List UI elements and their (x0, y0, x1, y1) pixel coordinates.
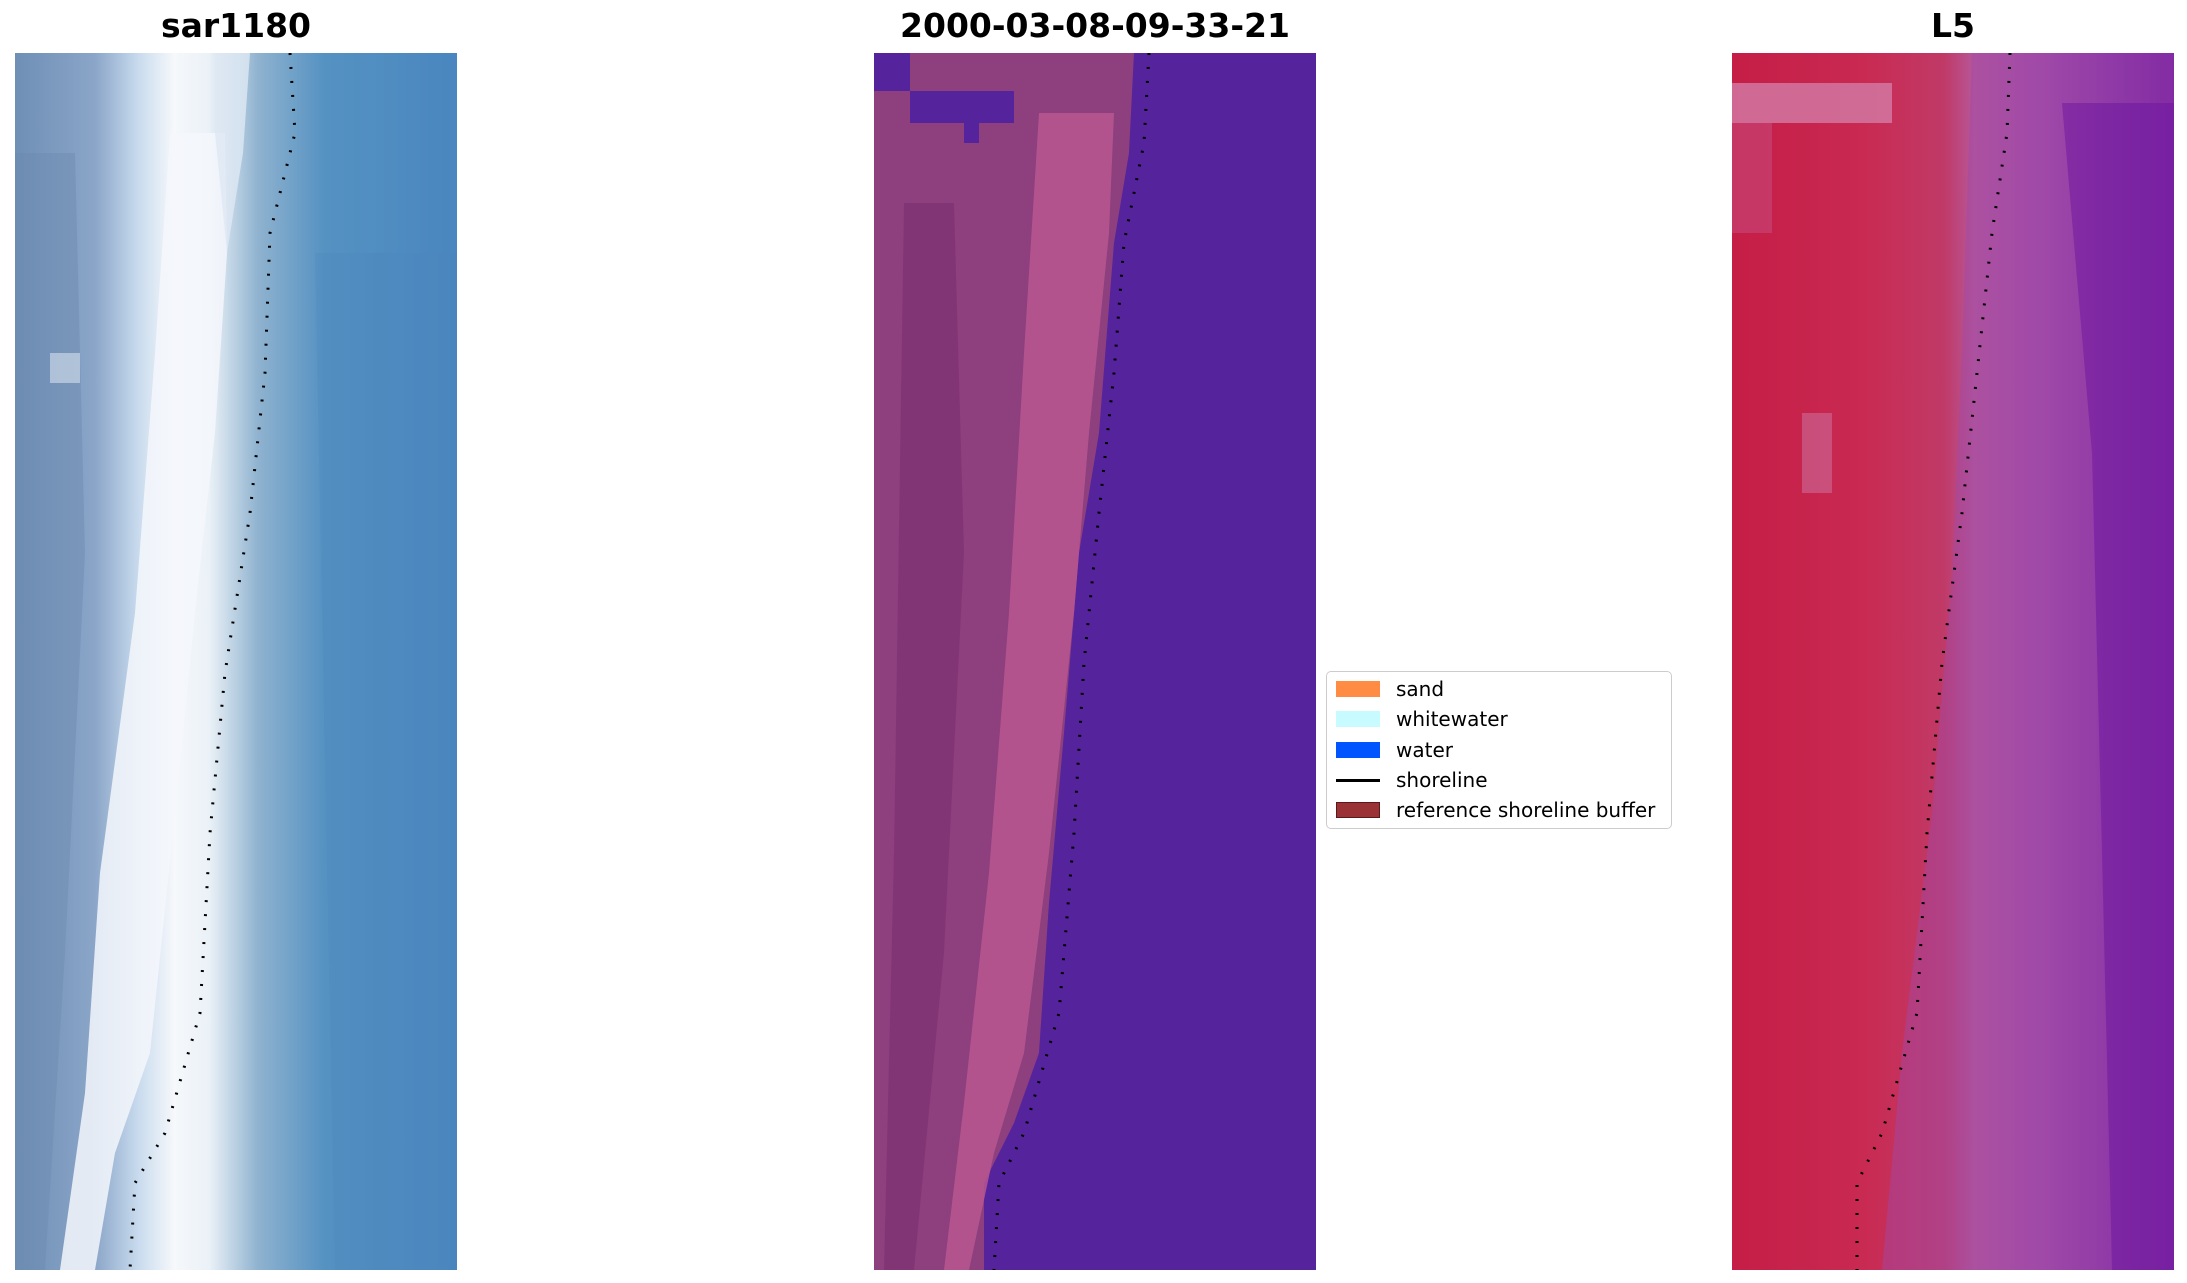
legend-label: reference shoreline buffer (1396, 798, 1656, 822)
panel-title-date: 2000-03-08-09-33-21 (900, 6, 1290, 45)
rgb-image-panel (15, 53, 457, 1270)
legend-item-water: water (1336, 738, 1453, 762)
legend: sand whitewater water shoreline referenc… (1326, 671, 1672, 829)
legend-swatch-whitewater (1336, 711, 1380, 727)
legend-label: shoreline (1396, 768, 1488, 792)
false-color-image-panel (1732, 53, 2174, 1270)
legend-item-reference-buffer: reference shoreline buffer (1336, 798, 1656, 822)
legend-swatch-reference-buffer (1336, 802, 1380, 818)
panel-title-sar1180: sar1180 (160, 6, 312, 45)
legend-item-sand: sand (1336, 677, 1445, 701)
legend-swatch-sand (1336, 681, 1380, 697)
legend-swatch-water (1336, 742, 1380, 758)
legend-item-shoreline: shoreline (1336, 768, 1488, 792)
classified-image-panel (874, 53, 1316, 1270)
legend-item-whitewater: whitewater (1336, 707, 1508, 731)
legend-label: whitewater (1396, 707, 1508, 731)
legend-label: water (1396, 738, 1453, 762)
legend-line-shoreline (1336, 778, 1380, 782)
legend-label: sand (1396, 677, 1445, 701)
panel-title-l5: L5 (1931, 6, 1975, 45)
